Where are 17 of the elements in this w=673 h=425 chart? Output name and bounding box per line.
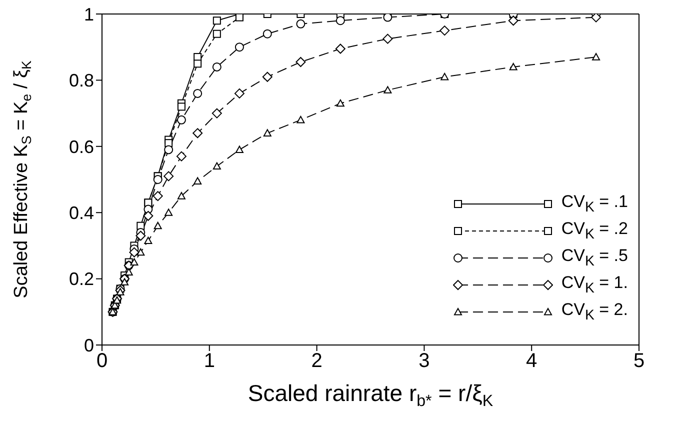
x-tick-label: 4 [526,350,538,372]
y-tick-label: 0 [84,335,94,356]
legend-label: CV$_{K}$ = .5 [561,246,628,270]
y-tick-label: 0.2 [68,269,94,290]
legend-label: CV$_{K}$ = 1. [561,272,628,296]
x-axis-title: Scaled rainrate r$_{b*}$ = r/ξ$_{K}$ [248,380,494,410]
x-tick-label: 3 [418,350,430,372]
y-tick-label: 0.4 [68,202,94,223]
x-tick-label: 5 [633,350,645,372]
y-tick-label: 1 [84,4,94,24]
y-tick-label: 0.6 [68,136,94,157]
x-tick-label: 1 [204,350,215,372]
legend-label: CV$_{K}$ = 2. [561,300,628,324]
legend-label: CV$_{K}$ = .2 [561,218,628,242]
legend-label: CV$_{K}$ = .1 [561,192,628,216]
x-tick-label: 2 [311,350,322,372]
y-tick-label: 0.8 [68,70,94,91]
